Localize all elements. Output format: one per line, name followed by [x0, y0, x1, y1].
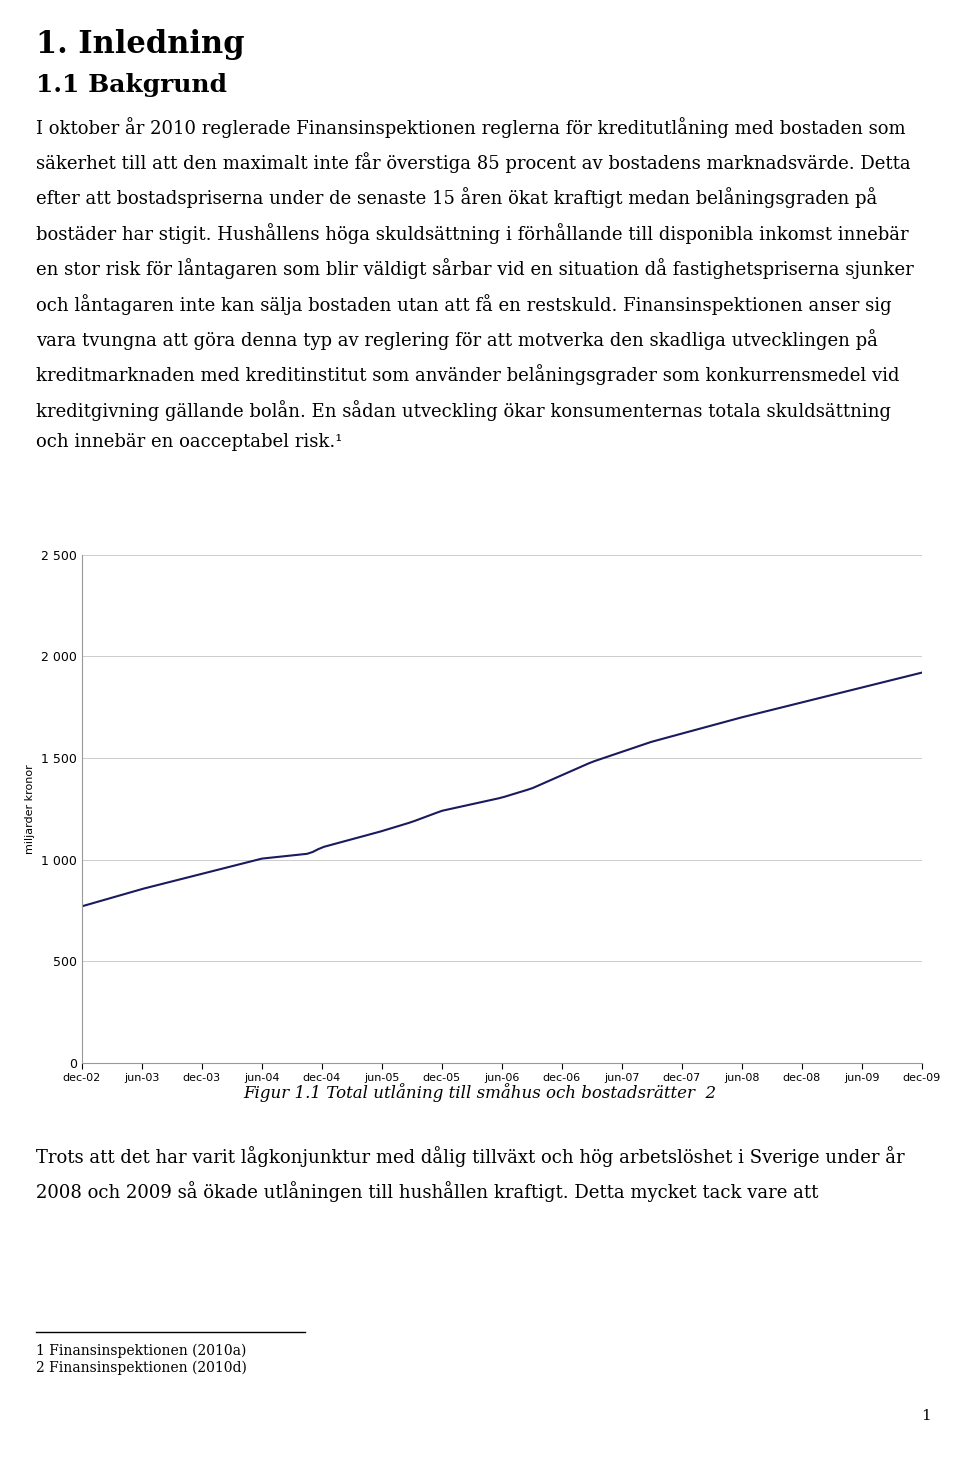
Text: 1: 1	[922, 1409, 931, 1423]
Text: I oktober år 2010 reglerade Finansinspektionen reglerna för kreditutlåning med b: I oktober år 2010 reglerade Finansinspek…	[36, 117, 914, 451]
Text: 1. Inledning: 1. Inledning	[36, 29, 245, 60]
Text: Figur 1.1 Total utlåning till småhus och bostadsrätter  2: Figur 1.1 Total utlåning till småhus och…	[244, 1083, 716, 1102]
Text: 1.1 Bakgrund: 1.1 Bakgrund	[36, 73, 228, 96]
Text: 1 Finansinspektionen (2010a): 1 Finansinspektionen (2010a)	[36, 1343, 247, 1358]
Text: Trots att det har varit lågkonjunktur med dålig tillväxt och hög arbetslöshet i : Trots att det har varit lågkonjunktur me…	[36, 1146, 905, 1203]
Y-axis label: miljarder kronor: miljarder kronor	[25, 764, 36, 854]
Text: 2 Finansinspektionen (2010d): 2 Finansinspektionen (2010d)	[36, 1361, 248, 1375]
